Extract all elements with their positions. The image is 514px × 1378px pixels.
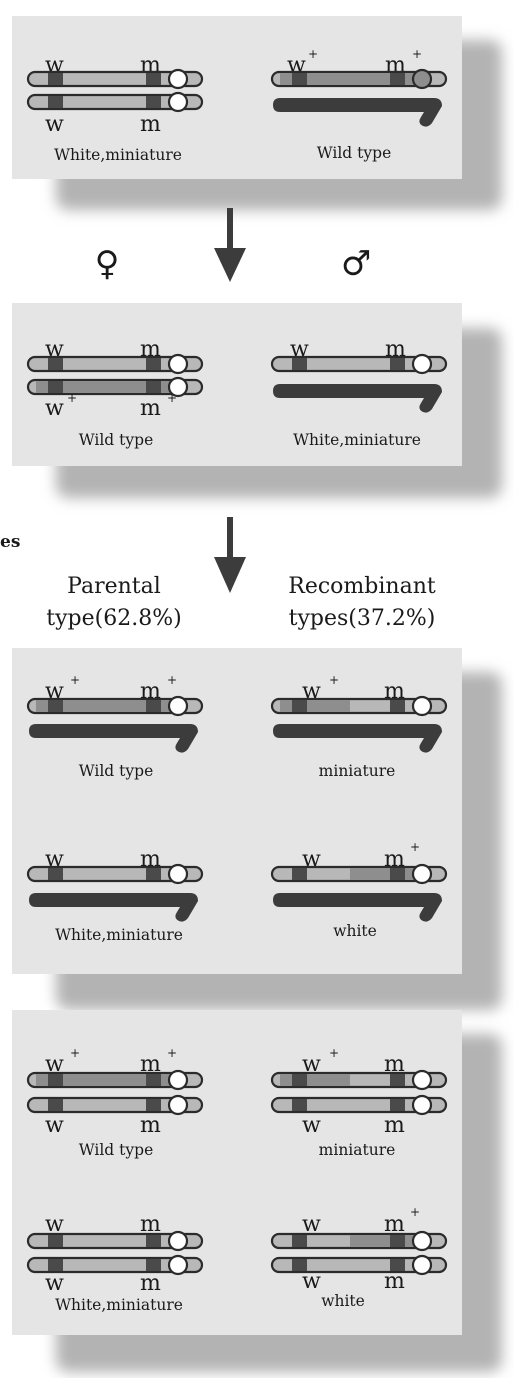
male-symbol: ♂ — [341, 244, 371, 284]
x-chromosome — [26, 91, 204, 113]
allele-w: w — [45, 1113, 64, 1138]
f2-female-miniature: w + m w m miniature — [270, 1046, 448, 1159]
superscript-plus: + — [412, 47, 422, 61]
allele-m: m — [384, 1113, 405, 1138]
f2-male-white-miniature: w m White,miniature — [26, 847, 204, 944]
allele-w: w — [302, 1052, 321, 1077]
allele-w: w — [302, 847, 321, 872]
caption: White,miniature — [55, 1296, 183, 1314]
allele-m: m — [140, 1212, 161, 1237]
female-bottom-allele-m: m — [140, 112, 161, 137]
x-chromosome-recombinant — [270, 1069, 448, 1091]
allele-m: m — [140, 679, 161, 704]
f1-male-allele-m: m — [385, 337, 406, 362]
superscript-plus: + — [70, 673, 80, 687]
allele-w: w — [302, 679, 321, 704]
allele-w: w — [302, 1212, 321, 1237]
x-chromosome-recombinant — [270, 695, 448, 717]
allele-m: m — [384, 1269, 405, 1294]
female-bottom-allele-w: w — [45, 112, 64, 137]
superscript-plus: + — [70, 1046, 80, 1060]
cross-arrow — [214, 517, 246, 593]
caption: miniature — [319, 762, 396, 780]
allele-w: w — [302, 1269, 321, 1294]
cross-arrow — [214, 208, 246, 282]
caption: miniature — [319, 1141, 396, 1159]
allele-w: w — [45, 1212, 64, 1237]
cropped-label-fragment: es — [0, 532, 20, 552]
f2-male-white: w m + white — [270, 840, 448, 940]
allele-w: w — [45, 679, 64, 704]
caption: Wild type — [79, 762, 154, 780]
caption: white — [333, 922, 377, 940]
f2-female-white-miniature: w m w m White,miniature — [26, 1212, 204, 1314]
allele-m: m — [384, 1052, 405, 1077]
caption: Wild type — [79, 1141, 154, 1159]
x-chromosome-recombinant — [270, 1230, 448, 1252]
caption: White,miniature — [54, 146, 182, 164]
recombinant-heading-line2: types(37.2%) — [289, 606, 436, 631]
f1-female-top-allele-w: w — [45, 337, 64, 362]
caption: White,miniature — [293, 431, 421, 449]
allele-w: w — [302, 1113, 321, 1138]
x-chromosome — [26, 1230, 204, 1252]
panel-parents: w m w m White,miniature w + m + Wild typ… — [12, 16, 502, 210]
superscript-plus: + — [167, 1046, 177, 1060]
parental-heading-line1: Parental — [67, 574, 161, 599]
superscript-plus: + — [329, 1046, 339, 1060]
f1-female-bottom-allele-m: m — [140, 396, 161, 421]
x-chromosome — [26, 863, 204, 885]
allele-m: m — [140, 1271, 161, 1296]
parental-heading-line2: type(62.8%) — [46, 606, 181, 631]
caption: Wild type — [317, 144, 392, 162]
superscript-plus: + — [410, 1205, 420, 1219]
f2-female-white: w m + w m white — [270, 1205, 448, 1310]
panel-f2-males: w + m + Wild type w + m miniature w m Wh… — [12, 648, 502, 1010]
f1-male: w m White,miniature — [270, 337, 448, 449]
x-chromosome-recombinant — [270, 863, 448, 885]
superscript-plus: + — [167, 391, 177, 405]
f2-female-wild-type: w + m + w m Wild type — [26, 1046, 204, 1159]
f1-male-allele-w: w — [290, 337, 309, 362]
f1-female-bottom-allele-w: w — [45, 396, 64, 421]
allele-w: w — [45, 1271, 64, 1296]
superscript-plus: + — [329, 673, 339, 687]
caption: white — [321, 1292, 365, 1310]
f1-female-top-allele-m: m — [140, 337, 161, 362]
x-chromosome — [270, 353, 448, 375]
allele-m: m — [384, 679, 405, 704]
allele-m: m — [140, 1113, 161, 1138]
allele-m: m — [384, 1212, 405, 1237]
x-chromosome — [270, 1254, 448, 1276]
allele-m: m — [140, 1052, 161, 1077]
x-chromosome — [26, 68, 204, 90]
female-symbol: ♀ — [95, 244, 120, 284]
f2-male-miniature: w + m miniature — [270, 673, 448, 780]
panel-f1: w m w + m + Wild type w m White,miniatur… — [12, 303, 502, 498]
parent-female: w m w m White,miniature — [26, 53, 204, 164]
x-chromosome — [26, 353, 204, 375]
allele-w: w — [45, 1052, 64, 1077]
f1-female: w m w + m + Wild type — [26, 337, 204, 449]
superscript-plus: + — [410, 840, 420, 854]
parent-male: w + m + Wild type — [270, 47, 448, 162]
allele-m: m — [140, 847, 161, 872]
x-chromosome-wild — [26, 1069, 204, 1091]
superscript-plus: + — [67, 391, 77, 405]
superscript-plus: + — [308, 47, 318, 61]
caption: Wild type — [79, 431, 154, 449]
x-chromosome — [270, 1094, 448, 1116]
panel-f2-females: w + m + w m Wild type w + m w m miniatur… — [12, 1010, 502, 1372]
recombinant-heading-line1: Recombinant — [288, 574, 436, 599]
x-chromosome-wild — [26, 695, 204, 717]
allele-m: m — [384, 847, 405, 872]
caption: White,miniature — [55, 926, 183, 944]
f2-male-wild-type: w + m + Wild type — [26, 673, 204, 780]
superscript-plus: + — [167, 673, 177, 687]
allele-w: w — [45, 847, 64, 872]
x-chromosome — [270, 68, 448, 90]
x-chromosome — [26, 1094, 204, 1116]
